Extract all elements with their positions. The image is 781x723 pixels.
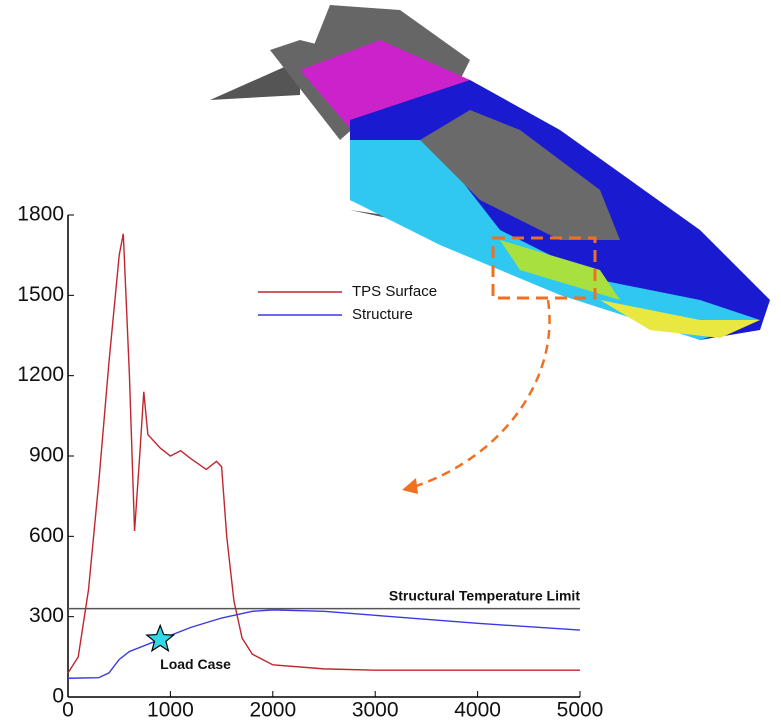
arrow — [410, 300, 550, 488]
load-case-label: Load Case — [160, 656, 231, 672]
y-tick-label: 1200 — [17, 363, 64, 386]
y-tick-label: 600 — [29, 524, 64, 547]
x-tick-label: 5000 — [557, 699, 604, 722]
y-tick-label: 300 — [29, 604, 64, 627]
x-tick-label: 2000 — [249, 699, 296, 722]
series-line — [68, 610, 580, 678]
legend-label: TPS Surface — [352, 283, 437, 300]
x-tick-label: 1000 — [147, 699, 194, 722]
x-tick-label: 0 — [62, 699, 74, 722]
series-line — [68, 234, 580, 673]
arrow-head — [402, 478, 418, 494]
chart: 0300600900120015001800010002000300040005… — [0, 0, 781, 723]
x-tick-label: 4000 — [454, 699, 501, 722]
limit-label: Structural Temperature Limit — [389, 587, 580, 603]
x-tick-label: 3000 — [352, 699, 399, 722]
legend-label: Structure — [352, 306, 413, 323]
y-tick-label: 1800 — [17, 203, 64, 226]
load-case-marker — [147, 625, 174, 650]
y-tick-label: 1500 — [17, 283, 64, 306]
vehicle-render — [210, 5, 770, 494]
y-tick-label: 900 — [29, 444, 64, 467]
